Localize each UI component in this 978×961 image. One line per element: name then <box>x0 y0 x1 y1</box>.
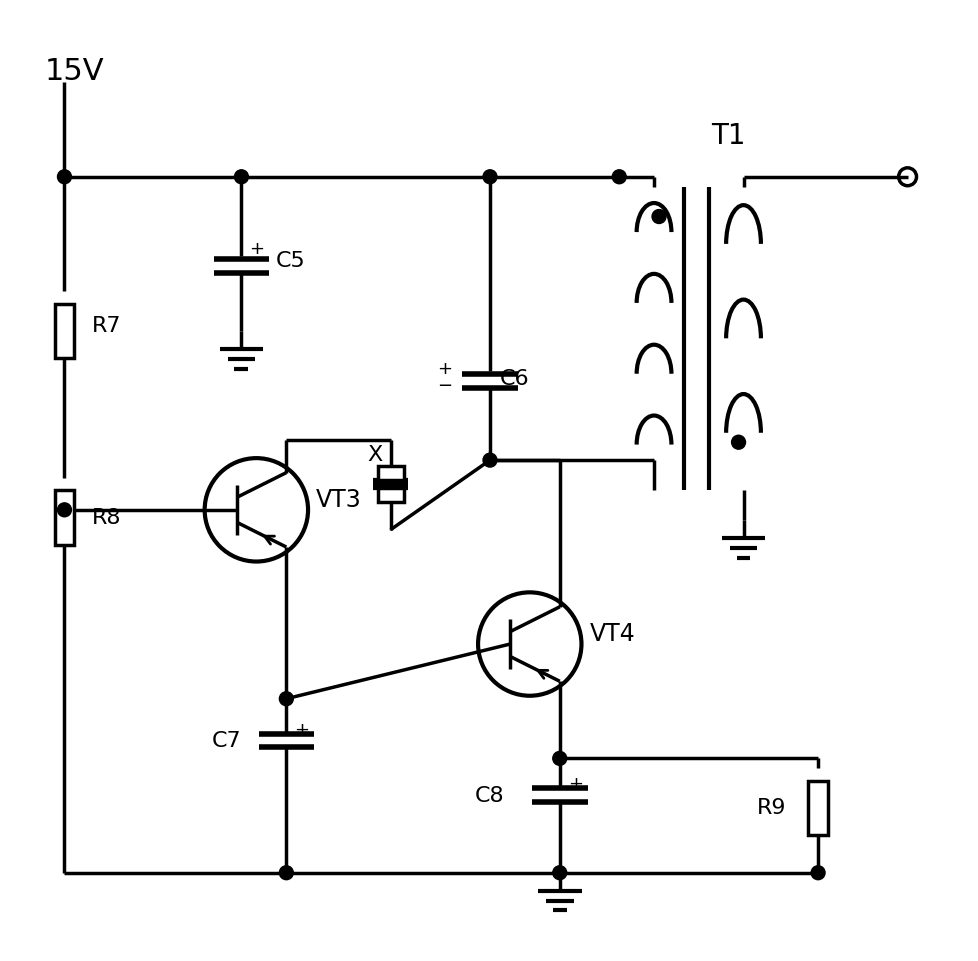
Circle shape <box>482 454 497 467</box>
Circle shape <box>553 866 566 879</box>
Text: C8: C8 <box>474 786 505 806</box>
Text: +: + <box>294 721 309 739</box>
Circle shape <box>731 435 745 449</box>
Circle shape <box>279 866 293 879</box>
Bar <box>807 780 827 835</box>
Bar <box>55 304 74 358</box>
Text: −: − <box>436 377 452 395</box>
Bar <box>55 490 74 545</box>
Text: R8: R8 <box>92 507 121 528</box>
Text: C7: C7 <box>211 731 242 752</box>
Circle shape <box>611 170 626 184</box>
Text: X: X <box>367 445 382 465</box>
Text: −: − <box>249 266 264 284</box>
Text: +: + <box>249 240 264 259</box>
Text: C5: C5 <box>276 251 306 271</box>
Circle shape <box>811 866 824 879</box>
Circle shape <box>58 170 71 184</box>
Text: R9: R9 <box>756 798 785 818</box>
Text: C6: C6 <box>500 369 529 388</box>
Circle shape <box>235 170 248 184</box>
Text: +: + <box>437 359 452 378</box>
Circle shape <box>482 170 497 184</box>
Circle shape <box>651 209 665 224</box>
Text: −: − <box>294 740 309 758</box>
Circle shape <box>553 752 566 765</box>
Text: R7: R7 <box>92 316 121 336</box>
Text: +: + <box>567 776 582 793</box>
Circle shape <box>279 692 293 705</box>
Text: 15V: 15V <box>45 58 104 86</box>
Bar <box>378 466 403 480</box>
Text: T1: T1 <box>711 122 745 150</box>
Text: VT3: VT3 <box>316 488 362 512</box>
Bar <box>378 488 403 502</box>
Circle shape <box>58 503 71 517</box>
Text: −: − <box>567 795 582 813</box>
Text: VT4: VT4 <box>589 622 635 646</box>
